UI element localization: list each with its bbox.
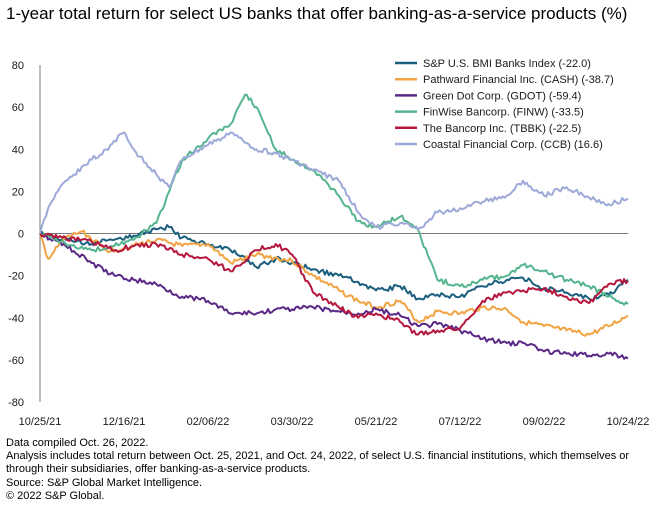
y-tick-label: -80	[8, 397, 24, 409]
legend-label: Green Dot Corp. (GDOT) (-59.4)	[423, 90, 581, 102]
x-tick-label: 07/12/22	[439, 416, 482, 428]
x-tick-label: 10/25/21	[19, 416, 62, 428]
legend-label: The Bancorp Inc. (TBBK) (-22.5)	[423, 123, 581, 135]
series-lines	[39, 93, 629, 360]
y-tick-label: -60	[8, 355, 24, 367]
series-line	[39, 131, 629, 234]
y-axis: -80 -60 -40 -20 0 20 40 60 80	[8, 60, 41, 409]
x-tick-label: 05/21/22	[355, 416, 398, 428]
y-tick-label: 80	[12, 60, 24, 72]
x-tick-label: 10/24/22	[607, 416, 650, 428]
x-tick-label: 02/06/22	[187, 416, 230, 428]
legend-label: Coastal Financial Corp. (CCB) (16.6)	[423, 139, 603, 151]
x-tick-label: 12/16/21	[103, 416, 146, 428]
y-tick-label: 40	[12, 144, 24, 156]
footnote-copyright: © 2022 S&P Global.	[6, 489, 105, 502]
x-axis: 10/25/21 12/16/21 02/06/22 03/30/22 05/21/22…	[19, 233, 650, 428]
legend-label: FinWise Bancorp. (FINW) (-33.5)	[423, 107, 584, 119]
legend: S&P U.S. BMI Banks Index (-22.0) Pathward…	[386, 54, 632, 152]
x-tick-label: 03/30/22	[271, 416, 314, 428]
y-tick-label: 60	[12, 102, 24, 114]
x-tick-label: 09/02/22	[523, 416, 566, 428]
series-line	[39, 232, 629, 336]
series-line	[39, 93, 629, 306]
legend-background	[386, 54, 632, 152]
footnote-source: Source: S&P Global Market Intelligence.	[6, 476, 203, 489]
legend-label: S&P U.S. BMI Banks Index (-22.0)	[423, 58, 591, 70]
series-line	[39, 229, 629, 337]
series-line	[39, 232, 629, 360]
y-tick-label: 20	[12, 186, 24, 198]
chart-title: 1-year total return for select US banks …	[6, 4, 628, 23]
y-tick-label: -20	[8, 271, 24, 283]
y-tick-label: -40	[8, 313, 24, 325]
legend-label: Pathward Financial Inc. (CASH) (-38.7)	[423, 74, 614, 86]
footnote-analysis: Analysis includes total return between O…	[6, 450, 630, 476]
footnote-data-compiled: Data compiled Oct. 26, 2022.	[6, 437, 149, 449]
y-tick-label: 0	[18, 229, 24, 241]
footnotes: Data compiled Oct. 26, 2022. Analysis in…	[6, 437, 656, 503]
series-line	[39, 224, 629, 302]
